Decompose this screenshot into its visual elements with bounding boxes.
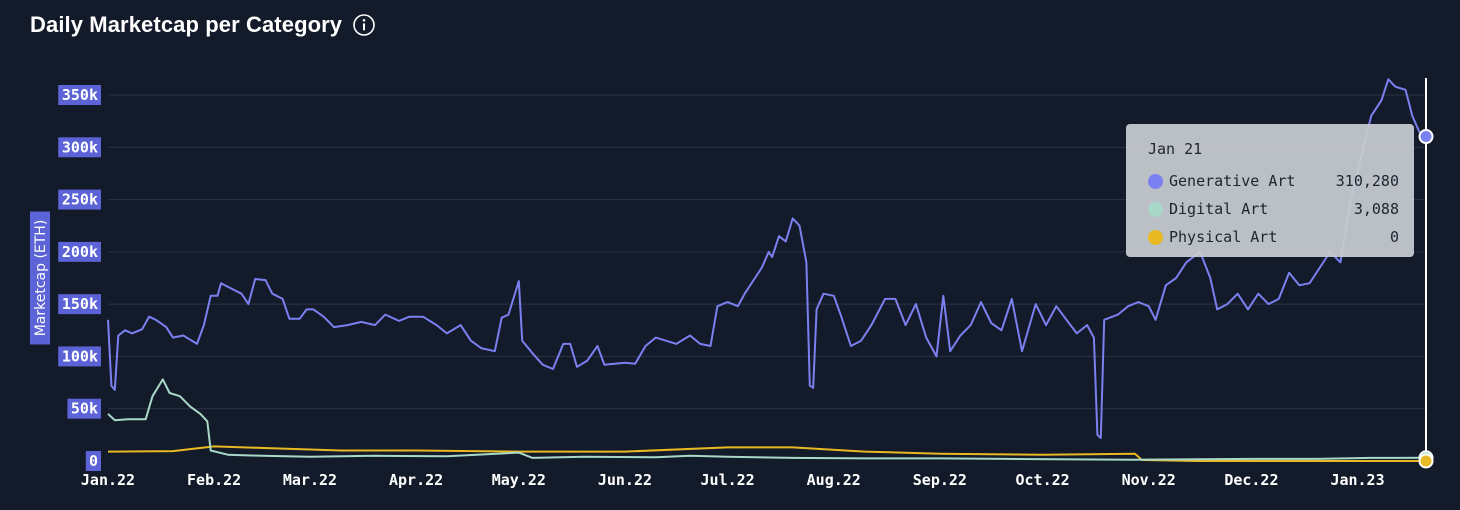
x-tick-label: Jun.22 — [598, 471, 652, 489]
y-axis-label: Marketcap (ETH) — [33, 220, 49, 337]
legend-dot-generative-art — [1148, 173, 1163, 189]
tooltip-series-name: Generative Art — [1169, 172, 1296, 190]
x-tick-label: Nov.22 — [1122, 471, 1176, 489]
tooltip-series-value: 0 — [1389, 228, 1399, 246]
tooltip-series-value: 3,088 — [1353, 200, 1399, 218]
tooltip-row-physical-art: Physical Art 0 — [1148, 223, 1414, 251]
chart-title: Daily Marketcap per Category — [30, 12, 343, 37]
y-tick-label: 50k — [71, 400, 98, 418]
x-tick-label: Dec.22 — [1224, 471, 1278, 489]
x-tick-label: Aug.22 — [807, 471, 861, 489]
x-tick-label: Mar.22 — [283, 471, 337, 489]
y-tick-label-bg — [58, 294, 101, 315]
y-tick-label-bg — [58, 85, 101, 105]
y-tick-label: 250k — [62, 191, 98, 209]
tooltip-series-name: Digital Art — [1169, 200, 1269, 218]
chart-header: Daily Marketcap per Category — [30, 12, 376, 38]
x-tick-label: Jan.23 — [1330, 471, 1384, 489]
tooltip-date: Jan 21 — [1148, 140, 1203, 158]
info-circle-icon[interactable] — [352, 13, 376, 37]
x-tick-label: Sep.22 — [913, 471, 967, 489]
series-line-digital-art — [107, 378, 1427, 461]
legend-dot-physical-art — [1148, 229, 1163, 245]
x-tick-label: Jan.22 — [81, 471, 135, 489]
hover-point-generative-art[interactable] — [1418, 129, 1434, 145]
y-tick-label: 300k — [62, 138, 98, 156]
tooltip-series-name: Physical Art — [1169, 228, 1278, 246]
tooltip-row-digital-art: Digital Art 3,088 — [1148, 195, 1414, 223]
y-tick-label: 350k — [62, 86, 98, 104]
y-axis-label-bg — [30, 211, 50, 345]
series-line-physical-art — [107, 445, 1426, 462]
y-tick-label-bg — [58, 137, 101, 158]
x-tick-label: Feb.22 — [187, 471, 241, 489]
y-tick-label-bg — [85, 451, 101, 471]
hover-point-physical-art[interactable] — [1418, 453, 1434, 469]
y-tick-label-bg — [58, 346, 101, 367]
x-tick-label: Jul.22 — [701, 471, 755, 489]
hover-tooltip: Jan 21 Generative Art 310,280 Digital Ar… — [1126, 124, 1414, 257]
legend-dot-digital-art — [1148, 201, 1163, 217]
y-tick-label: 0 — [89, 452, 98, 470]
y-tick-label: 150k — [62, 295, 98, 313]
y-tick-label: 100k — [62, 347, 98, 365]
x-tick-label: Apr.22 — [389, 471, 443, 489]
x-tick-label: May.22 — [492, 471, 546, 489]
y-tick-label-bg — [58, 189, 101, 210]
y-tick-label-bg — [58, 241, 101, 262]
tooltip-row-generative-art: Generative Art 310,280 — [1148, 167, 1414, 195]
y-tick-label: 200k — [62, 243, 98, 261]
y-tick-label-bg — [67, 398, 101, 419]
tooltip-series-value: 310,280 — [1335, 172, 1399, 190]
x-tick-label: Oct.22 — [1015, 471, 1069, 489]
